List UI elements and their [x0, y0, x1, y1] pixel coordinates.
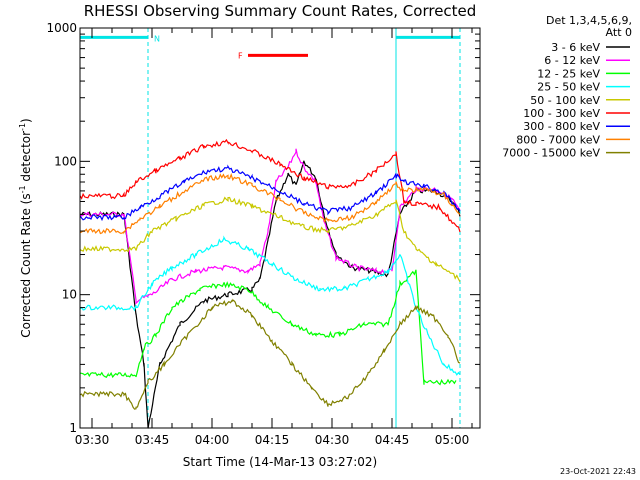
- y-axis-label-mid: detector: [19, 131, 33, 186]
- series-line-5: [79, 196, 461, 283]
- legend-label: 300 - 800 keV: [523, 120, 600, 133]
- series-line-8: [79, 172, 461, 235]
- x-tick-label: 04:30: [315, 433, 350, 447]
- legend-label: 50 - 100 keV: [530, 94, 600, 107]
- x-tick-label: 04:00: [195, 433, 230, 447]
- legend-header-line1: Det 1,3,4,5,6,9,: [546, 14, 632, 27]
- chart-title: RHESSI Observing Summary Count Rates, Co…: [84, 2, 477, 20]
- x-tick-label: 04:15: [255, 433, 290, 447]
- y-tick-label: 10: [62, 288, 77, 302]
- series-line-6: [79, 138, 461, 233]
- plot-frame: [79, 27, 481, 429]
- legend-header-line2: Att 0: [606, 26, 632, 39]
- legend-label: 7000 - 15000 keV: [502, 147, 600, 160]
- night-flag-label: N: [154, 34, 160, 43]
- x-axis-label: Start Time (14-Mar-13 03:27:02): [183, 455, 377, 469]
- x-tick-label: 03:30: [75, 433, 110, 447]
- series-layer: [79, 138, 461, 429]
- y-axis-label-sup2: -1: [18, 123, 27, 131]
- legend-label: 100 - 300 keV: [523, 107, 600, 120]
- y-tick-label: 1000: [46, 21, 77, 35]
- x-tick-label: 04:45: [375, 433, 410, 447]
- y-axis-label-main: Corrected Count Rate (s: [19, 193, 33, 337]
- flare-flag-label: F: [238, 51, 243, 60]
- x-tick-label: 03:45: [135, 433, 170, 447]
- series-line-3: [79, 269, 457, 386]
- x-axis: 03:30 03:45 04:00 04:15 04:30 04:45 05:00: [75, 28, 473, 447]
- series-line-7: [79, 164, 461, 222]
- legend-label: 800 - 7000 keV: [516, 133, 600, 146]
- series-line-2: [79, 148, 461, 305]
- series-line-9: [79, 298, 461, 410]
- legend-label: 12 - 25 keV: [537, 67, 600, 80]
- y-axis-label-sup1: -1: [18, 185, 27, 193]
- legend-label: 25 - 50 keV: [537, 81, 600, 94]
- y-axis-label-end: ): [19, 118, 33, 123]
- series-line-4: [79, 235, 461, 376]
- footer-timestamp: 23-Oct-2021 22:43: [560, 467, 636, 476]
- y-tick-label: 1: [69, 421, 77, 435]
- legend-label: 3 - 6 keV: [551, 41, 600, 54]
- series-line-1: [79, 160, 461, 429]
- x-tick-label: 05:00: [435, 433, 470, 447]
- y-axis: 1 10 100 1000: [46, 21, 480, 435]
- y-axis-label: Corrected Count Rate (s-1 detector-1): [18, 118, 33, 337]
- y-tick-label: 100: [54, 154, 77, 168]
- legend-label: 6 - 12 keV: [544, 54, 600, 67]
